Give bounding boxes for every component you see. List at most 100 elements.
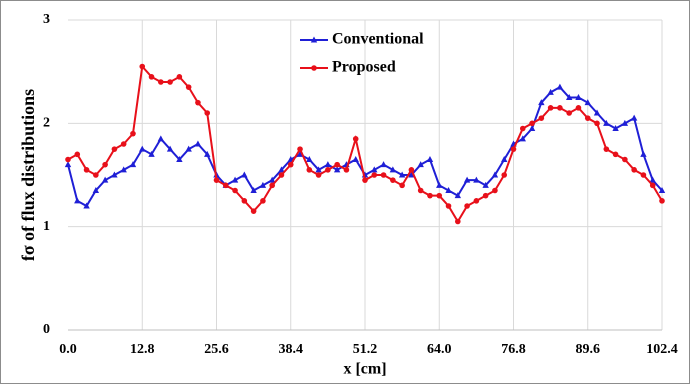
marker bbox=[482, 181, 489, 188]
marker bbox=[204, 110, 211, 116]
marker bbox=[315, 172, 322, 178]
marker bbox=[222, 182, 229, 189]
marker bbox=[269, 182, 275, 189]
marker bbox=[463, 176, 471, 183]
marker bbox=[83, 167, 90, 173]
marker bbox=[501, 172, 508, 178]
marker bbox=[74, 151, 81, 158]
marker bbox=[297, 146, 303, 152]
marker bbox=[640, 150, 647, 157]
marker bbox=[371, 172, 378, 178]
x-axis-label: x [cm] bbox=[343, 361, 386, 378]
marker bbox=[176, 74, 183, 80]
marker bbox=[333, 166, 341, 173]
marker bbox=[352, 136, 359, 142]
marker bbox=[408, 171, 415, 178]
marker bbox=[612, 125, 619, 131]
marker bbox=[519, 135, 526, 142]
x-tick-label: 12.8 bbox=[130, 342, 155, 357]
marker bbox=[92, 187, 100, 193]
y-axis-label: fσ of flux distributions bbox=[18, 89, 38, 261]
marker bbox=[612, 151, 619, 158]
marker bbox=[185, 84, 192, 90]
marker bbox=[510, 146, 517, 152]
marker bbox=[93, 172, 99, 178]
marker bbox=[250, 187, 257, 193]
marker bbox=[603, 119, 610, 126]
marker bbox=[658, 187, 666, 193]
marker bbox=[130, 130, 136, 137]
marker bbox=[659, 198, 665, 204]
y-tick-label: 1 bbox=[43, 219, 50, 234]
marker bbox=[556, 83, 564, 90]
legend-label: Conventional bbox=[332, 31, 424, 48]
marker bbox=[324, 161, 332, 168]
marker bbox=[565, 94, 573, 100]
marker bbox=[594, 120, 600, 127]
marker bbox=[362, 177, 368, 183]
marker bbox=[278, 166, 285, 173]
marker bbox=[139, 63, 146, 70]
marker bbox=[241, 198, 248, 204]
marker bbox=[575, 94, 582, 100]
marker bbox=[417, 161, 424, 168]
marker bbox=[630, 114, 638, 121]
marker bbox=[436, 192, 443, 199]
marker bbox=[195, 99, 201, 106]
marker bbox=[389, 166, 397, 173]
marker bbox=[408, 167, 415, 173]
marker bbox=[311, 65, 317, 71]
marker bbox=[473, 198, 480, 204]
marker bbox=[343, 167, 350, 173]
marker bbox=[649, 176, 656, 183]
marker bbox=[640, 172, 647, 178]
marker bbox=[649, 182, 656, 189]
marker bbox=[250, 208, 257, 214]
marker bbox=[74, 197, 81, 204]
marker bbox=[204, 150, 211, 157]
marker bbox=[547, 88, 554, 95]
marker bbox=[352, 156, 359, 162]
marker bbox=[557, 105, 563, 111]
marker bbox=[194, 140, 202, 147]
marker bbox=[575, 105, 582, 111]
marker bbox=[315, 166, 322, 173]
marker bbox=[519, 125, 526, 132]
marker bbox=[603, 146, 610, 152]
x-tick-label: 102.4 bbox=[646, 342, 678, 357]
marker bbox=[65, 156, 71, 163]
marker bbox=[157, 135, 165, 142]
marker bbox=[501, 156, 508, 162]
marker bbox=[380, 161, 387, 168]
marker bbox=[306, 156, 313, 162]
marker bbox=[158, 79, 164, 85]
marker bbox=[584, 99, 591, 106]
marker bbox=[482, 192, 489, 199]
x-tick-label: 0.0 bbox=[59, 342, 77, 357]
x-tick-label: 38.4 bbox=[279, 342, 304, 357]
marker bbox=[492, 187, 498, 194]
marker bbox=[310, 36, 318, 43]
marker bbox=[547, 105, 554, 111]
marker bbox=[631, 167, 637, 173]
y-tick-label: 3 bbox=[43, 12, 50, 27]
marker bbox=[139, 145, 146, 152]
marker bbox=[473, 176, 480, 183]
marker bbox=[102, 161, 108, 168]
x-tick-label: 25.6 bbox=[204, 342, 229, 357]
marker bbox=[426, 156, 434, 162]
marker bbox=[566, 110, 572, 116]
marker bbox=[260, 198, 266, 204]
marker bbox=[120, 166, 127, 173]
marker bbox=[445, 203, 452, 209]
marker bbox=[176, 156, 183, 162]
x-tick-label: 76.8 bbox=[501, 342, 526, 357]
legend-label: Proposed bbox=[332, 59, 396, 76]
marker bbox=[399, 182, 405, 189]
y-tick-label: 0 bbox=[43, 322, 50, 337]
marker bbox=[528, 125, 536, 131]
x-tick-label: 89.6 bbox=[576, 342, 601, 357]
marker bbox=[593, 109, 601, 116]
